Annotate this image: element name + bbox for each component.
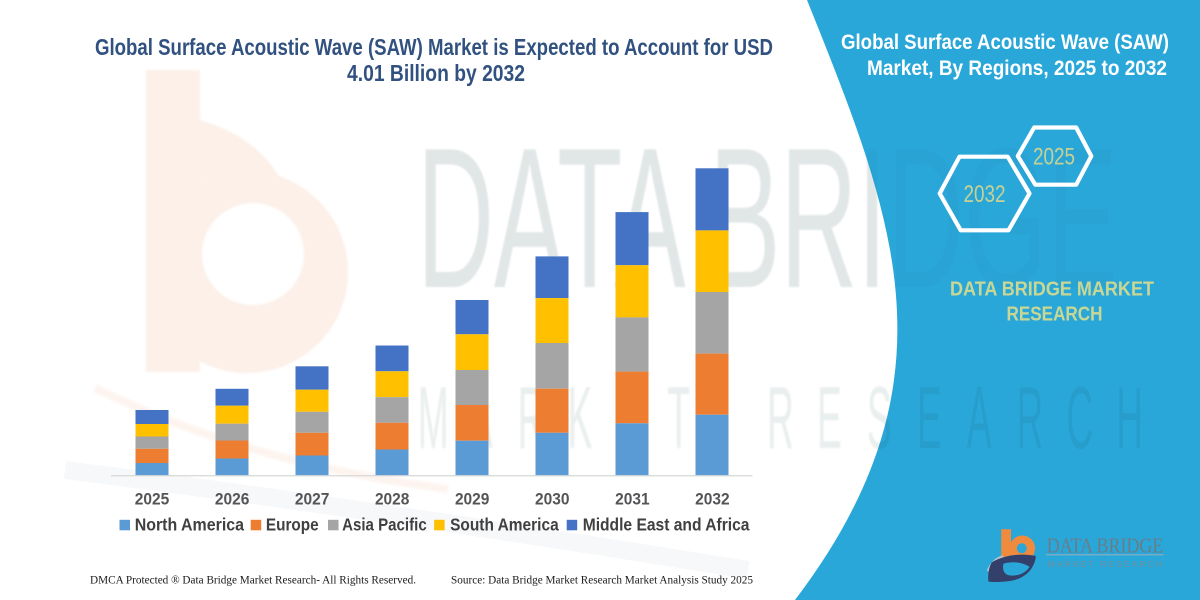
svg-text:Asia Pacific: Asia Pacific [342, 514, 427, 534]
svg-text:Middle East and Africa: Middle East and Africa [583, 514, 750, 534]
svg-text:MARKET RESEARCH: MARKET RESEARCH [1048, 560, 1162, 569]
svg-text:DMCA Protected ® Data Bridge M: DMCA Protected ® Data Bridge Market Rese… [90, 573, 416, 587]
svg-text:2027: 2027 [295, 491, 330, 509]
svg-text:DATA BRIDGE: DATA BRIDGE [1047, 533, 1164, 557]
svg-text:DATA BRIDGE: DATA BRIDGE [417, 107, 1118, 330]
svg-text:2032: 2032 [695, 491, 730, 509]
svg-text:2025: 2025 [1033, 144, 1075, 171]
svg-text:2029: 2029 [455, 491, 490, 509]
svg-text:2030: 2030 [535, 491, 570, 509]
svg-text:Source: Data Bridge Market Res: Source: Data Bridge Market Research Mark… [451, 573, 753, 587]
svg-text:Europe: Europe [266, 514, 319, 534]
svg-text:South America: South America [450, 514, 559, 534]
svg-text:2028: 2028 [375, 491, 410, 509]
svg-text:Global Surface Acoustic Wave (: Global Surface Acoustic Wave (SAW) Marke… [95, 34, 773, 60]
svg-text:2031: 2031 [615, 491, 650, 509]
svg-text:North America: North America [135, 514, 245, 534]
svg-text:Global Surface Acoustic Wave (: Global Surface Acoustic Wave (SAW) [841, 31, 1169, 54]
svg-text:4.01 Billion by 2032: 4.01 Billion by 2032 [347, 60, 525, 86]
svg-text:DATA BRIDGE MARKET: DATA BRIDGE MARKET [950, 279, 1154, 301]
svg-text:RESEARCH: RESEARCH [1007, 303, 1103, 325]
svg-text:Market, By Regions, 2025 to 20: Market, By Regions, 2025 to 2032 [867, 57, 1167, 80]
svg-text:2025: 2025 [135, 491, 170, 509]
svg-text:2026: 2026 [215, 491, 250, 509]
svg-text:2032: 2032 [964, 181, 1006, 208]
